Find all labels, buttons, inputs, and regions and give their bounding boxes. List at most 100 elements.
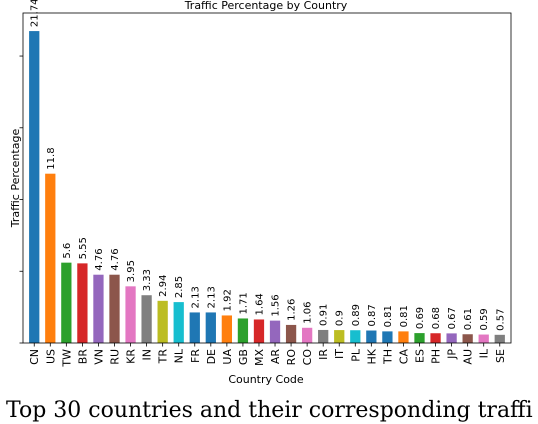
bar-il [478,334,489,343]
value-label-au: 0.61 [463,308,474,330]
bar-it [334,330,345,343]
value-label-tr: 2.94 [158,275,169,297]
value-label-vn: 4.76 [94,248,105,270]
value-label-se: 0.57 [495,309,506,331]
bar-ar [269,320,281,343]
value-label-ro: 1.26 [287,299,298,321]
value-label-pl: 0.89 [351,304,362,326]
bar-nl [173,302,184,343]
x-tick-label-ca: CA [397,349,410,365]
x-tick-label-vn: VN [92,349,105,365]
chart-title: Traffic Percentage by Country [184,0,348,12]
x-tick-label-il: IL [478,348,491,358]
value-label-th: 0.81 [383,305,394,327]
x-tick-label-it: IT [333,349,346,359]
value-label-kr: 3.95 [126,260,137,282]
plot-area-frame [22,12,512,344]
x-tick-label-ph: PH [430,349,443,364]
value-label-ph: 0.68 [431,307,442,329]
value-label-gb: 1.71 [238,292,249,314]
value-label-br: 5.55 [78,237,89,259]
value-label-es: 0.69 [415,307,426,329]
x-tick-label-nl: NL [173,348,186,363]
x-tick-label-de: DE [205,349,218,364]
bar-ua [221,315,233,343]
value-label-ar: 1.56 [271,294,282,316]
x-axis-title: Country Code [228,373,304,386]
bar-tw [61,262,72,343]
value-label-de: 2.13 [206,286,217,308]
x-tick-label-hk: HK [365,348,378,364]
x-tick-label-tr: TR [157,349,170,365]
bar-vn [93,274,104,343]
bar-gb [237,318,249,343]
bar-chart: Traffic Percentage by Country 21.74 11.8 5… [9,0,512,386]
bar-kr [125,286,136,343]
bar-de [205,312,216,343]
value-label-ua: 1.92 [222,289,233,311]
bar-ro [285,324,297,343]
value-label-il: 0.59 [479,308,490,330]
y-axis-title: Traffic Percentage [9,129,22,229]
bar-hk [366,330,377,343]
x-tick-label-kr: KR [125,349,138,364]
bar-ir [318,329,329,343]
bar-ca [398,331,409,343]
x-tick-label-ro: RO [285,349,298,366]
x-tick-label-au: AU [462,349,475,365]
x-tick-label-ar: AR [269,349,282,365]
x-tick-label-co: CO [301,349,314,366]
bars-group [29,31,505,344]
bar-ru [109,274,120,343]
bar-pl [350,330,361,343]
x-tick-label-cn: CN [28,349,41,365]
x-tick-group: CN US TW BR VN RU KR IN TR NL FR DE UA GB MX AR RO CO IR IT… [28,343,507,368]
x-tick-label-mx: MX [253,349,266,366]
bar-ph [430,333,441,343]
bar-mx [253,319,265,343]
x-tick-label-us: US [44,349,57,364]
value-label-ir: 0.91 [319,304,330,326]
x-tick-label-es: ES [414,349,427,363]
x-tick-label-br: BR [76,349,89,365]
bar-co [301,327,313,343]
value-label-ru: 4.76 [110,248,121,270]
value-label-it: 0.9 [335,310,346,326]
bar-in [141,295,152,343]
bar-th [382,331,393,343]
x-tick-label-ru: RU [109,349,122,365]
x-tick-label-ir: IR [317,349,330,360]
value-label-jp: 0.67 [447,307,458,329]
value-label-ca: 0.81 [399,305,410,327]
bar-br [77,263,88,343]
value-label-mx: 1.64 [254,293,265,315]
bar-fr [189,312,200,343]
value-label-co: 1.06 [303,302,314,324]
value-labels-group: 21.74 11.8 5.6 5.55 4.76 4.76 3.95 3.33 2.94 2.85… [30,0,507,331]
value-label-fr: 2.13 [190,286,201,308]
bar-cn [29,31,40,344]
x-tick-label-fr: FR [189,349,202,363]
bar-tr [157,300,168,343]
x-tick-label-pl: PL [349,348,362,362]
bar-es [414,333,425,343]
value-label-cn: 21.74 [30,0,41,27]
x-tick-label-ua: UA [221,349,234,365]
x-tick-label-gb: GB [237,349,250,365]
value-label-nl: 2.85 [174,276,185,298]
x-tick-label-se: SE [494,349,507,363]
x-tick-label-th: TH [381,349,394,365]
x-tick-label-jp: JP [446,349,459,360]
x-tick-label-in: IN [141,349,154,360]
value-label-hk: 0.87 [367,304,378,326]
value-label-us: 11.8 [46,147,57,169]
bar-se [494,334,505,343]
figure-caption: Top 30 countries and their corresponding… [6,398,533,423]
value-label-in: 3.33 [142,269,153,291]
bar-au [462,334,473,343]
value-label-tw: 5.6 [62,243,73,259]
bar-jp [446,333,457,343]
x-tick-label-tw: TW [60,349,73,368]
y-tick-group [19,55,23,344]
bar-us [45,173,56,343]
